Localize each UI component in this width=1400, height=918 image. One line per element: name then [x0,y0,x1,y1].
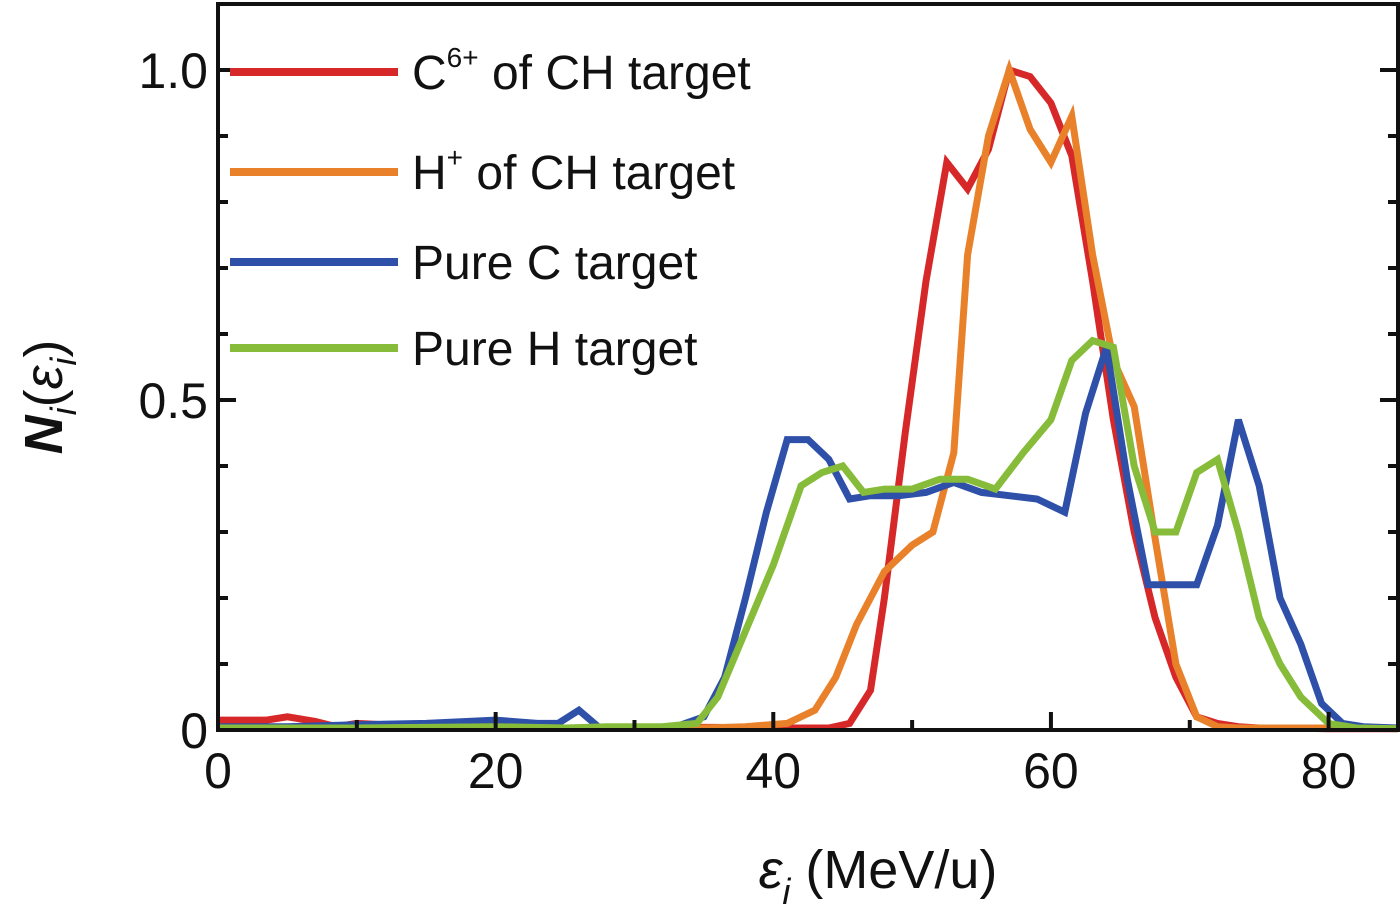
legend-label-4: Pure H target [412,323,697,376]
y-axis-label-subscript: i [43,406,84,415]
legend-label-rest: of CH target [479,47,751,100]
x-axis-label-unit: (MeV/u) [790,840,997,900]
y-axis-label-symbol: N [14,414,74,454]
legend-label-3: Pure C target [412,237,697,290]
y-axis-label-close: ) [14,340,74,358]
y-axis-label: Ni(εi) [14,340,84,455]
x-axis-label-subscript: i [782,871,791,912]
legend-label-base: Pure H target [412,323,697,376]
series-line-3 [218,346,1399,732]
y-axis-label-argsub: i [43,357,84,366]
series-line-2 [218,58,1398,732]
ticks-layer: 0 20 40 60 80 0 0.5 1.0 [138,43,1398,799]
x-tick-label: 80 [1301,743,1357,799]
x-tick-label: 0 [204,743,232,799]
legend-label-base: H [412,147,447,200]
x-axis-label-symbol: ε [759,840,784,900]
y-axis-label-arg: ε [14,364,74,389]
plot-frame [216,2,1400,732]
series-line-4 [218,336,1399,733]
y-tick-label: 0.5 [138,373,208,429]
legend-label-base: C [412,47,447,100]
y-tick-label: 0 [180,703,208,759]
legend-label-base: Pure C target [412,237,697,290]
y-tick-label: 1.0 [138,43,208,99]
legend-label-superscript: + [447,142,463,173]
legend-label-rest: of CH target [463,147,735,200]
x-axis-label: εi (MeV/u) [759,840,998,912]
series-layer [218,58,1399,733]
y-axis-label-open: ( [14,389,74,407]
x-tick-label: 20 [468,743,524,799]
x-tick-label: 60 [1023,743,1079,799]
legend-label-1: C6+ of CH target [412,42,751,100]
x-tick-label: 40 [745,743,801,799]
legend-label-2: H+ of CH target [412,142,735,200]
legend-label-superscript: 6+ [447,42,479,73]
